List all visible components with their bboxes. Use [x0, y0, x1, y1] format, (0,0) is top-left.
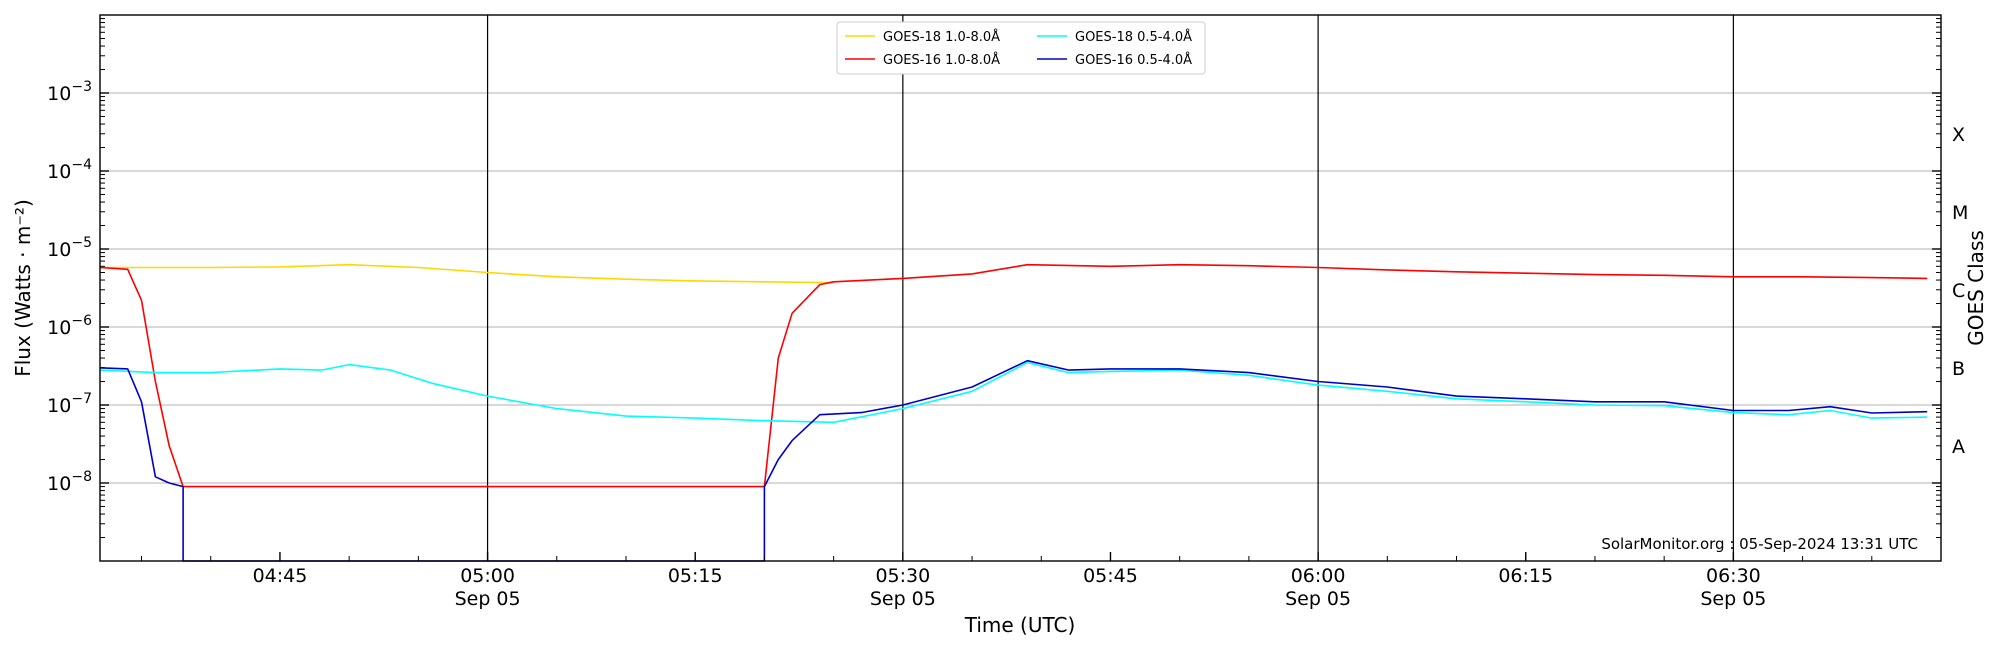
watermark: SolarMonitor.org : 05-Sep-2024 13:31 UTC [1601, 535, 1918, 553]
day-gridlines [486, 15, 1734, 561]
goes-class-c: C [1952, 280, 1965, 302]
legend-label-3: GOES-16 0.5-4.0Å [1075, 52, 1192, 68]
y-axis-right-title: GOES Class [1964, 230, 1988, 346]
x-tick-label-2: 05:15 [668, 565, 723, 587]
plot-frame [99, 14, 1942, 562]
x-tick-label-6: 06:15 [1498, 565, 1553, 587]
series-line-3 [99, 359, 1928, 562]
y-tick-label-1: 10−7 [47, 391, 92, 417]
x-tick-date-label-1: Sep 05 [455, 588, 521, 610]
x-tick-date-label-5: Sep 05 [1285, 588, 1351, 610]
horizontal-gridlines [100, 92, 1941, 484]
legend-label-0: GOES-18 1.0-8.0Å [883, 29, 1000, 45]
x-tick-date-label-7: Sep 05 [1700, 588, 1766, 610]
x-axis-title: Time (UTC) [964, 613, 1076, 637]
y-tick-label-5: 10−3 [47, 79, 92, 105]
y-tick-label-0: 10−8 [47, 469, 92, 495]
series-line-1 [99, 263, 1928, 488]
goes-class-b: B [1952, 358, 1965, 380]
y-tick-label-4: 10−4 [47, 157, 92, 183]
x-tick-label-5: 06:00 [1291, 565, 1346, 587]
series-layer [99, 263, 1928, 562]
goes-class-a: A [1952, 436, 1965, 458]
legend: GOES-18 1.0-8.0Å GOES-16 1.0-8.0Å GOES-18 … [836, 21, 1206, 75]
goes-class-x: X [1952, 124, 1965, 146]
goes-class-labels: A B C M X [1952, 124, 1968, 458]
goes-class-m: M [1952, 202, 1968, 224]
legend-label-1: GOES-16 1.0-8.0Å [883, 52, 1000, 68]
legend-box [836, 21, 1206, 75]
y-tick-label-2: 10−6 [47, 313, 92, 339]
series-line-0 [100, 263, 834, 284]
x-tick-label-0: 04:45 [253, 565, 308, 587]
legend-label-2: GOES-18 0.5-4.0Å [1075, 29, 1192, 45]
x-tick-label-4: 05:45 [1083, 565, 1138, 587]
x-tick-label-1: 05:00 [460, 565, 515, 587]
x-tick-label-3: 05:30 [875, 565, 930, 587]
y-axis-title: Flux (Watts · m⁻²) [11, 199, 35, 377]
series-line-2 [99, 361, 1928, 424]
y-tick-label-3: 10−5 [47, 235, 92, 261]
x-tick-label-7: 06:30 [1706, 565, 1761, 587]
y-axis-ticks: 10−8 10−7 10−6 10−5 10−4 10−3 [47, 18, 1941, 539]
x-tick-date-label-3: Sep 05 [870, 588, 936, 610]
